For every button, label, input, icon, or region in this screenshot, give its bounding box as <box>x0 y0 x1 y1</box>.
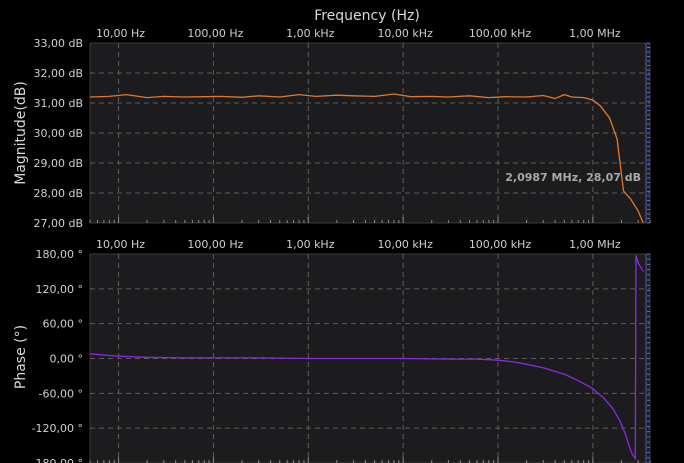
magnitude-x-tick-labels: 10,00 Hz 100,00 Hz 1,00 kHz 10,00 kHz 100,00… <box>96 27 621 40</box>
x-tick-label: 100,00 Hz <box>187 238 243 251</box>
magnitude-grid <box>90 43 650 223</box>
x-tick-label: 1,00 kHz <box>286 238 335 251</box>
x-tick-label: 10,00 Hz <box>96 27 145 40</box>
x-tick-label: 1,00 kHz <box>286 27 335 40</box>
frequency-axis-title: Frequency (Hz) <box>314 8 420 24</box>
phase-y-tick-labels: 180,00 ° 120,00 ° 60,00 ° 0,00 ° -60,00 ° -12… <box>32 248 83 463</box>
y-tick-label: -60,00 ° <box>39 387 83 400</box>
x-tick-label: 10,00 kHz <box>377 27 433 40</box>
y-tick-label: 180,00 ° <box>36 248 84 261</box>
x-tick-label: 100,00 kHz <box>469 27 532 40</box>
magnitude-y-tick-labels: 33,00 dB 32,00 dB 31,00 dB 30,00 dB 29,00 dB… <box>33 37 83 230</box>
series-line <box>89 255 644 461</box>
phase-x-tick-labels: 10,00 Hz 100,00 Hz 1,00 kHz 10,00 kHz 100,00… <box>96 238 621 251</box>
x-tick-label: 1,00 MHz <box>569 27 621 40</box>
y-tick-label: -120,00 ° <box>32 422 83 435</box>
phase-series <box>89 255 644 461</box>
magnitude-series <box>89 93 644 224</box>
phase-chart[interactable]: 10,00 Hz 100,00 Hz 1,00 kHz 10,00 kHz 100,00… <box>13 238 651 463</box>
y-tick-label: 28,00 dB <box>33 187 83 200</box>
magnitude-chart[interactable]: 10,00 Hz 100,00 Hz 1,00 kHz 10,00 kHz 100,00… <box>13 8 651 230</box>
y-tick-label: 27,00 dB <box>33 217 83 230</box>
magnitude-axis-title: Magnitude(dB) <box>13 81 29 185</box>
x-tick-label: 100,00 Hz <box>187 27 243 40</box>
y-tick-label: 60,00 ° <box>43 318 84 331</box>
y-tick-label: 0,00 ° <box>50 353 84 366</box>
phase-axis-title: Phase (°) <box>13 325 29 389</box>
x-tick-label: 10,00 Hz <box>96 238 145 251</box>
y-tick-label: 29,00 dB <box>33 157 83 170</box>
y-tick-label: 33,00 dB <box>33 37 83 50</box>
x-tick-label: 1,00 MHz <box>569 238 621 251</box>
x-tick-label: 100,00 kHz <box>469 238 532 251</box>
cursor-readout: 2,0987 MHz, 28,07 dB <box>505 171 641 184</box>
series-line <box>89 93 644 224</box>
magnitude-minor-ticks <box>89 42 651 224</box>
x-tick-label: 10,00 kHz <box>377 238 433 251</box>
y-tick-label: 32,00 dB <box>33 67 83 80</box>
y-tick-label: -180,00 ° <box>32 457 83 463</box>
y-tick-label: 120,00 ° <box>36 283 84 296</box>
y-tick-label: 30,00 dB <box>33 127 83 140</box>
y-tick-label: 31,00 dB <box>33 97 83 110</box>
